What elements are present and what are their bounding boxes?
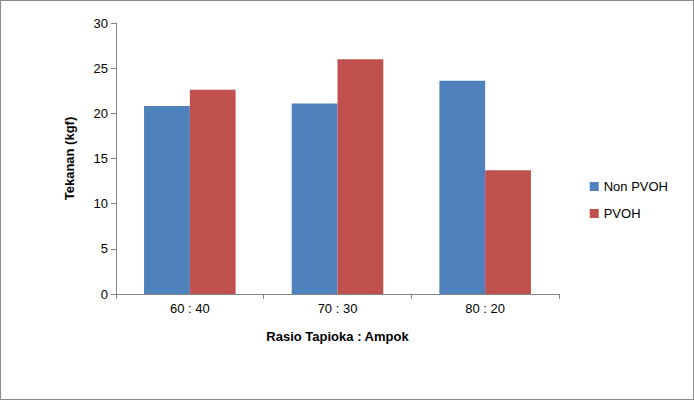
svg-text:5: 5: [101, 241, 108, 256]
svg-text:80 : 20: 80 : 20: [465, 301, 505, 316]
svg-text:PVOH: PVOH: [604, 206, 641, 221]
svg-text:Non PVOH: Non PVOH: [604, 179, 668, 194]
svg-text:30: 30: [94, 16, 108, 31]
svg-text:25: 25: [94, 61, 108, 76]
svg-text:60 : 40: 60 : 40: [170, 301, 210, 316]
svg-text:15: 15: [94, 151, 108, 166]
svg-text:0: 0: [101, 287, 108, 302]
svg-text:Rasio Tapioka : Ampok: Rasio Tapioka : Ampok: [266, 329, 409, 344]
svg-text:20: 20: [94, 106, 108, 121]
svg-text:70 : 30: 70 : 30: [318, 301, 358, 316]
svg-text:Tekanan (kgf): Tekanan (kgf): [62, 117, 77, 201]
svg-text:10: 10: [94, 196, 108, 211]
